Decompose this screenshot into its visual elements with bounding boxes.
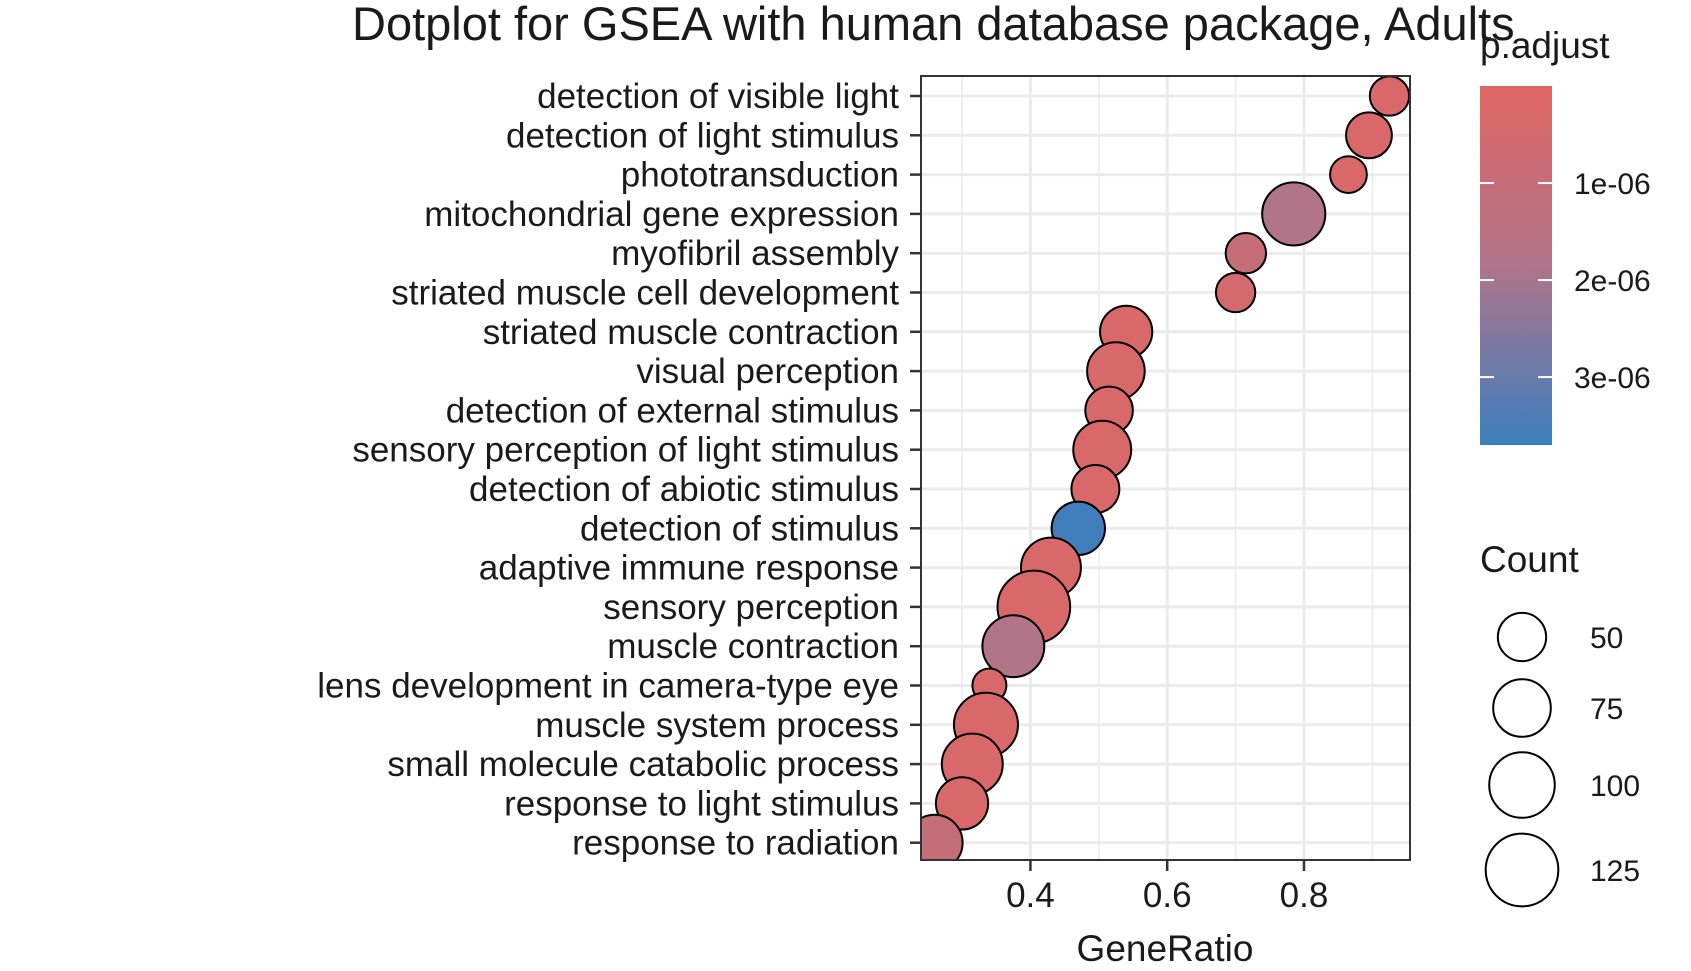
y-tick-label: striated muscle contraction xyxy=(483,313,899,352)
size-legend: Count 50 75 100 125 xyxy=(1480,539,1640,908)
x-tick-label: 0.4 xyxy=(1006,876,1055,915)
color-legend-tick-label: 2e-06 xyxy=(1574,265,1651,298)
size-legend-circle xyxy=(1492,678,1552,738)
x-tick-label: 0.8 xyxy=(1280,876,1329,915)
plot-panel-border xyxy=(920,75,1411,861)
color-legend: p.adjust 1e-06 2e-06 3e-06 xyxy=(1480,25,1651,445)
data-point xyxy=(934,776,990,831)
y-tick-label: detection of light stimulus xyxy=(506,116,899,155)
y-tick-label: muscle system process xyxy=(535,706,899,745)
data-point xyxy=(1214,271,1257,314)
y-tick-label: small molecule catabolic process xyxy=(387,745,899,784)
size-legend-title: Count xyxy=(1480,539,1579,580)
y-tick-label: sensory perception xyxy=(603,588,899,627)
y-tick-label: response to radiation xyxy=(572,824,899,863)
size-legend-circle xyxy=(1488,751,1556,819)
size-legend-label: 125 xyxy=(1590,855,1640,888)
chart-title: Dotplot for GSEA with human database pac… xyxy=(352,0,1515,50)
x-axis-label: GeneRatio xyxy=(1077,928,1254,969)
data-point xyxy=(1368,76,1410,117)
data-point xyxy=(1261,181,1327,247)
y-tick-label: detection of external stimulus xyxy=(446,391,899,430)
color-legend-bar xyxy=(1480,86,1552,445)
color-legend-title: p.adjust xyxy=(1480,25,1610,66)
y-tick-label: detection of visible light xyxy=(537,77,899,116)
size-legend-circle xyxy=(1496,611,1548,663)
size-legend-label: 75 xyxy=(1590,693,1623,726)
data-point xyxy=(921,813,964,860)
color-legend-tick-label: 1e-06 xyxy=(1574,168,1651,201)
data-point xyxy=(1224,232,1268,275)
size-legend-label: 100 xyxy=(1590,770,1640,803)
y-tick-label: lens development in camera-type eye xyxy=(317,667,899,706)
size-legend-circle xyxy=(1484,832,1560,908)
y-tick-label: adaptive immune response xyxy=(479,549,899,588)
y-tick-label: phototransduction xyxy=(621,156,899,195)
y-tick-label: mitochondrial gene expression xyxy=(424,195,899,234)
data-point xyxy=(1345,111,1393,160)
y-tick-label: striated muscle cell development xyxy=(391,274,899,313)
y-tick-label: detection of stimulus xyxy=(580,509,899,548)
y-tick-label: response to light stimulus xyxy=(504,784,899,823)
y-tick-label: muscle contraction xyxy=(607,627,899,666)
grid-lines xyxy=(921,76,1410,860)
color-legend-tick-label: 3e-06 xyxy=(1574,362,1651,395)
data-point xyxy=(981,614,1046,679)
y-tick-label: sensory perception of light stimulus xyxy=(352,431,899,470)
x-tick-label: 0.6 xyxy=(1143,876,1192,915)
data-points xyxy=(921,76,1410,860)
y-tick-label: myofibril assembly xyxy=(611,234,899,273)
data-point xyxy=(1329,155,1368,194)
x-axis: 0.4 0.6 0.8 xyxy=(1006,860,1328,915)
y-tick-label: visual perception xyxy=(636,352,899,391)
size-legend-label: 50 xyxy=(1590,622,1623,655)
y-tick-label: detection of abiotic stimulus xyxy=(469,470,899,509)
